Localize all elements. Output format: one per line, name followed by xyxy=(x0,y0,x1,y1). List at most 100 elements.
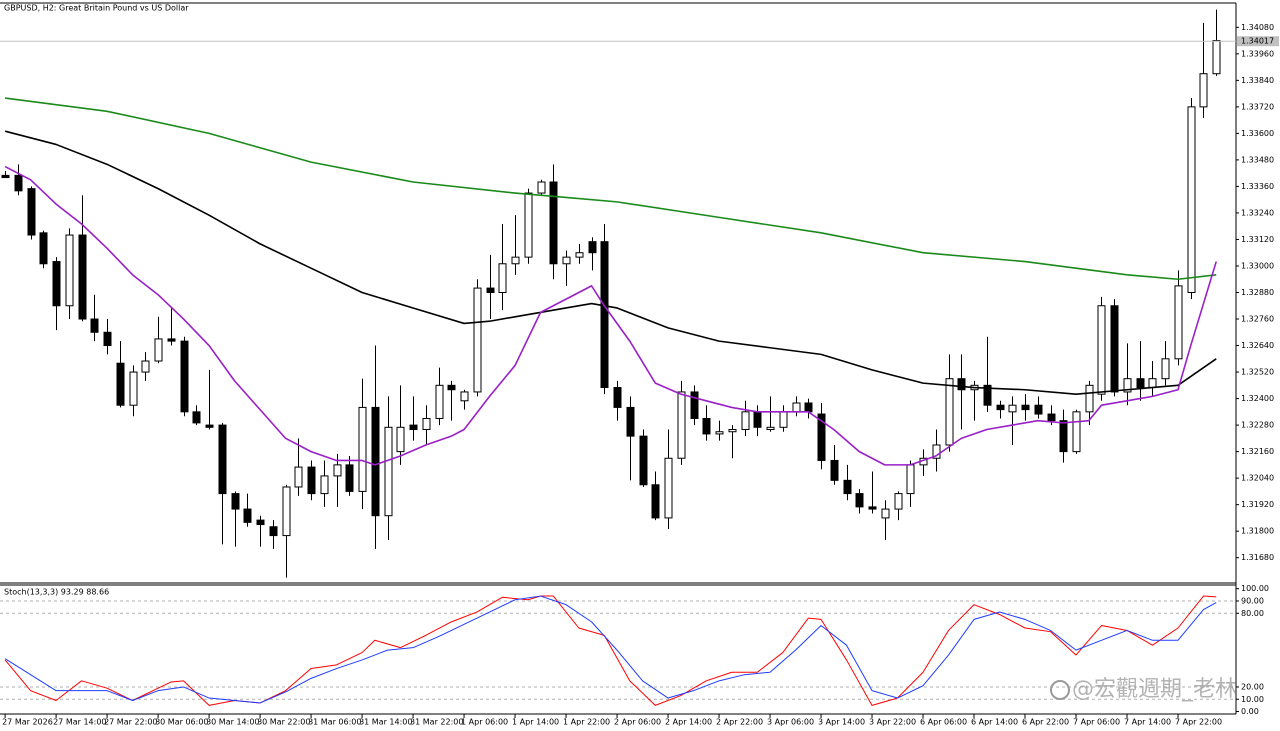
candle-body xyxy=(358,406,367,492)
y-tick-label: 1.33360 xyxy=(1241,182,1274,191)
candle-body xyxy=(1072,411,1081,453)
candle-body xyxy=(664,457,673,519)
candle-body xyxy=(192,411,201,424)
moving-average xyxy=(4,165,1218,466)
candle-body xyxy=(1148,378,1157,389)
x-tick-label: 1 Apr 06:00 xyxy=(461,718,508,727)
y-tick-label: 20.00 xyxy=(1241,682,1264,691)
y-tick-label: 1.32760 xyxy=(1241,315,1274,324)
watermark-icon xyxy=(1050,680,1070,700)
candle-body xyxy=(792,402,801,413)
y-tick-label: 1.32520 xyxy=(1241,368,1274,377)
symbol-title: GBPUSD, H2: Great Britain Pound vs US Do… xyxy=(4,4,189,13)
y-tick-label: 1.33480 xyxy=(1241,155,1274,164)
y-tick-label: 1.32880 xyxy=(1241,288,1274,297)
candle-body xyxy=(843,479,852,495)
candle-body xyxy=(78,234,87,320)
candle-body xyxy=(1008,404,1017,413)
candle-body xyxy=(1,174,10,179)
y-tick-label: 1.32160 xyxy=(1241,447,1274,456)
candle-body xyxy=(154,338,163,362)
watermark-logo xyxy=(1050,680,1070,700)
candle-body xyxy=(282,486,291,537)
candle-body xyxy=(1136,378,1145,389)
candle-body xyxy=(588,241,597,254)
x-tick-label: 7 Apr 22:00 xyxy=(1175,718,1222,727)
x-tick-label: 30 Mar 06:00 xyxy=(155,718,208,727)
candle-body xyxy=(728,429,737,433)
candle-body xyxy=(473,287,482,393)
candle-body xyxy=(945,378,954,446)
candle-body xyxy=(1174,285,1183,360)
candle-body xyxy=(345,464,354,492)
candle-body xyxy=(804,402,813,413)
y-tick-label: 1.32400 xyxy=(1241,394,1274,403)
y-tick-label: 1.33120 xyxy=(1241,235,1274,244)
x-tick-label: 31 Mar 22:00 xyxy=(410,718,463,727)
candle-body xyxy=(1021,404,1030,411)
x-tick-label: 1 Apr 14:00 xyxy=(512,718,559,727)
current-price-box xyxy=(1237,36,1279,47)
candle-body xyxy=(167,338,176,342)
candle-body xyxy=(129,371,138,406)
candle-body xyxy=(294,466,303,488)
candle-body xyxy=(855,493,864,508)
candle-body xyxy=(422,417,431,431)
x-tick-label: 7 Apr 06:00 xyxy=(1073,718,1120,727)
candle-body xyxy=(460,391,469,402)
moving-average xyxy=(4,97,1217,281)
candle-body xyxy=(626,406,635,437)
y-tick-label: 1.32280 xyxy=(1241,421,1274,430)
candle-body xyxy=(753,411,762,428)
candle-body xyxy=(779,411,788,428)
candle-body xyxy=(524,192,533,258)
candle-body xyxy=(537,181,546,194)
x-tick-label: 2 Apr 06:00 xyxy=(614,718,661,727)
x-tick-label: 7 Apr 14:00 xyxy=(1124,718,1171,727)
y-tick-label: 1.32040 xyxy=(1241,474,1274,483)
candle-body xyxy=(830,459,839,481)
candle-body xyxy=(1187,106,1196,293)
candle-body xyxy=(1047,413,1056,422)
y-tick-label: 0.00 xyxy=(1241,707,1259,716)
candle-body xyxy=(307,466,316,495)
candle-body xyxy=(932,444,941,459)
candle-body xyxy=(766,426,775,431)
candle-body xyxy=(269,526,278,537)
candle-body xyxy=(90,318,99,333)
candle-body xyxy=(575,252,584,258)
x-tick-label: 2 Apr 14:00 xyxy=(665,718,712,727)
candle-body xyxy=(996,404,1005,411)
candle-body xyxy=(639,435,648,486)
candle-body xyxy=(180,340,189,413)
x-tick-label: 1 Apr 22:00 xyxy=(563,718,610,727)
candle-body xyxy=(906,464,915,495)
candle-body xyxy=(384,426,393,517)
candle-body xyxy=(1161,358,1170,380)
candle-body xyxy=(498,263,507,294)
candle-body xyxy=(1110,305,1119,393)
y-tick-label: 1.31800 xyxy=(1241,527,1274,536)
x-tick-label: 6 Apr 06:00 xyxy=(920,718,967,727)
y-tick-label: 1.33840 xyxy=(1241,76,1274,85)
candle-body xyxy=(562,256,571,265)
candle-body xyxy=(205,424,214,428)
candle-body xyxy=(1212,40,1221,75)
candle-body xyxy=(677,391,686,459)
candle-body xyxy=(1034,404,1043,415)
candle-body xyxy=(983,384,992,406)
candle-body xyxy=(27,188,36,236)
candle-body xyxy=(702,417,711,435)
candle-body xyxy=(486,287,495,293)
x-tick-label: 6 Apr 22:00 xyxy=(1022,718,1069,727)
moving-average xyxy=(4,130,1217,395)
candle-body xyxy=(116,362,125,406)
candle-body xyxy=(1059,420,1068,453)
y-tick-label: 1.31680 xyxy=(1241,553,1274,562)
candle-body xyxy=(817,413,826,461)
x-tick-label: 31 Mar 06:00 xyxy=(308,718,361,727)
candle-body xyxy=(613,387,622,408)
candle-body xyxy=(333,464,342,477)
candle-body xyxy=(14,174,23,192)
